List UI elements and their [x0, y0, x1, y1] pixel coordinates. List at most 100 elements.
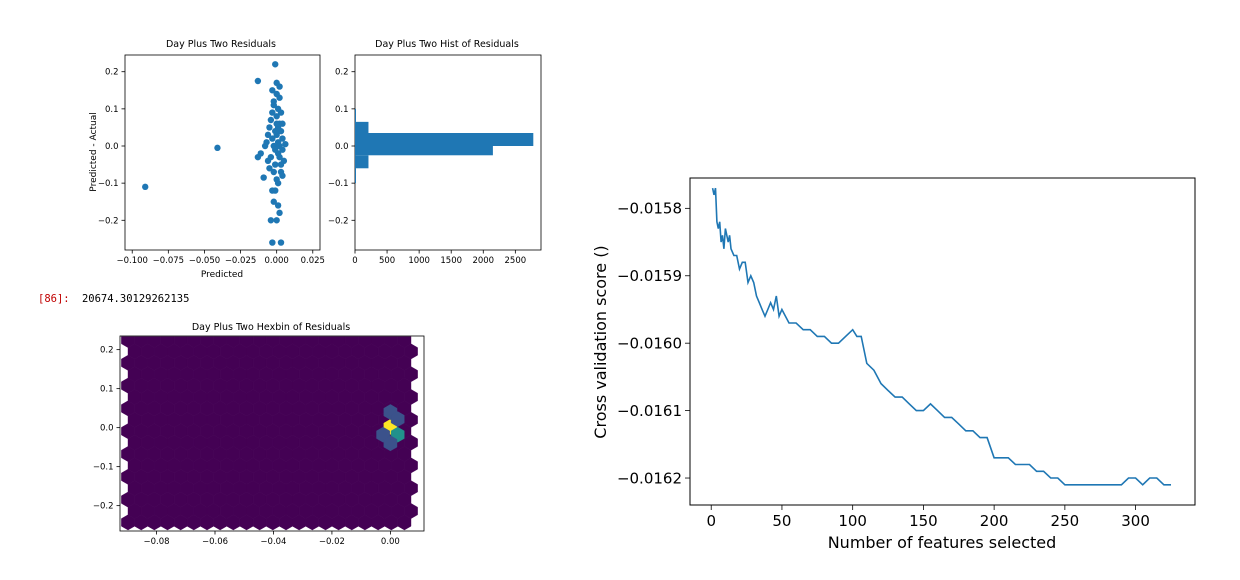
hist-x-ticks: 0 500 1000 1500 2000 2500: [352, 250, 526, 266]
cv-y-label: Cross validation score (): [591, 245, 610, 438]
scatter-point: [276, 209, 283, 217]
scatter-point: [267, 116, 275, 124]
scatter-y-tick-label: 0.0: [105, 142, 119, 152]
scatter-x-tick-label: −0.050: [189, 256, 220, 266]
cv-x-ticks: 0 50 100 150 200 250 300: [706, 505, 1150, 530]
cv-y-tick-label: −0.0159: [617, 267, 682, 285]
scatter-point: [274, 179, 282, 187]
scatter-y-tick-label: −0.2: [98, 216, 119, 226]
scatter-point: [260, 174, 267, 181]
scatter-point: [277, 239, 285, 246]
left-figures: Day Plus Two Residuals −0.100 −0.075 −0.05…: [38, 39, 542, 547]
scatter-y-tick-label: 0.2: [105, 68, 119, 78]
scatter-x-tick-label: −0.100: [116, 256, 147, 266]
scatter-point: [270, 168, 277, 176]
hexbin-x-tick-label: −0.06: [202, 537, 228, 547]
scatter-point: [269, 135, 276, 142]
cell-output: [86]: 20674.30129262135: [38, 293, 189, 305]
cv-x-tick-label: 200: [980, 512, 1009, 530]
scatter-x-tick-label: −0.025: [225, 256, 256, 266]
hexbin-x-tick-label: −0.04: [260, 537, 286, 547]
scatter-point: [267, 217, 275, 224]
scatter-point: [263, 139, 270, 146]
hist-y-tick-label: 0.1: [335, 105, 349, 115]
hist-x-tick-label: 1000: [408, 256, 430, 266]
scatter-point: [269, 87, 276, 94]
scatter-point: [272, 146, 279, 153]
hist-bar: [355, 168, 356, 184]
scatter-point: [214, 144, 221, 152]
scatter-point: [257, 150, 264, 157]
scatter-y-label: Predicted - Actual: [89, 112, 99, 191]
scatter-point: [269, 109, 276, 116]
hist-x-tick-label: 500: [379, 256, 395, 266]
cv-x-label: Number of features selected: [828, 533, 1057, 552]
hexbin-cells: [376, 404, 405, 452]
scatter-x-ticks: −0.100 −0.075 −0.050 −0.025 0.000 0.025: [116, 250, 325, 266]
hexbin-background-cell: [397, 514, 412, 531]
cv-y-tick-label: −0.0158: [617, 200, 682, 218]
hist-y-tick-label: −0.2: [328, 216, 349, 226]
cv-frame: [689, 177, 1196, 506]
hexbin-y-tick-label: 0.1: [100, 385, 114, 395]
scatter-point: [272, 161, 279, 168]
cv-y-tick-label: −0.0162: [617, 469, 682, 487]
hist-title: Day Plus Two Hist of Residuals: [375, 39, 519, 50]
scatter-point: [264, 131, 272, 139]
hist-bar: [355, 155, 369, 169]
hexbin-background: [121, 336, 418, 531]
hexbin-y-tick-label: 0.0: [100, 424, 114, 434]
output-value: 20674.30129262135: [82, 293, 189, 305]
scatter-point: [272, 127, 279, 135]
hist-bars: [355, 108, 534, 184]
hexbin-x-tick-label: 0.00: [381, 537, 400, 547]
residuals-hexbin-chart: Day Plus Two Hexbin of Residuals −0.08 −0…: [93, 322, 425, 547]
cv-x-tick-label: 50: [772, 512, 791, 530]
scatter-point: [269, 239, 276, 246]
hist-bar: [355, 121, 369, 133]
cv-x-tick-label: 100: [838, 512, 867, 530]
scatter-x-label: Predicted: [201, 270, 243, 280]
scatter-title: Day Plus Two Residuals: [166, 39, 276, 50]
scatter-point: [274, 202, 282, 209]
hist-x-tick-label: 1500: [440, 256, 462, 266]
hexbin-x-ticks: −0.08 −0.06 −0.04 −0.02 0.00: [144, 531, 400, 547]
hist-y-tick-label: 0.2: [335, 68, 349, 78]
scatter-y-ticks: −0.2 −0.1 0.0 0.1 0.2: [98, 68, 125, 226]
hist-x-tick-label: 0: [352, 256, 357, 266]
hist-x-tick-label: 2000: [472, 256, 494, 266]
hexbin-y-tick-label: −0.2: [93, 502, 114, 512]
scatter-point: [269, 187, 276, 194]
hist-bar: [355, 146, 493, 156]
scatter-point: [270, 198, 277, 205]
scatter-point: [279, 172, 286, 179]
scatter-frame: [124, 54, 321, 251]
scatter-point: [282, 140, 289, 148]
scatter-x-tick-label: −0.075: [153, 256, 184, 266]
right-figure: 0 50 100 150 200 250 300 −0.0162 −0.0161 −0.0160…: [591, 177, 1196, 552]
hist-x-tick-label: 2500: [505, 256, 527, 266]
scatter-x-tick-label: 0.000: [264, 256, 288, 266]
cv-x-tick-label: 0: [706, 512, 716, 530]
scatter-point: [254, 77, 262, 85]
scatter-point: [273, 113, 280, 120]
hexbin-title: Day Plus Two Hexbin of Residuals: [192, 322, 350, 333]
hexbin-y-tick-label: 0.2: [100, 346, 114, 356]
scatter-point: [279, 120, 286, 127]
cv-x-tick-label: 250: [1051, 512, 1080, 530]
hexbin-x-tick-label: −0.02: [319, 537, 345, 547]
cv-x-tick-label: 300: [1121, 512, 1150, 530]
hist-bar: [355, 133, 534, 146]
hist-y-ticks: −0.2 −0.1 0.0 0.1 0.2: [328, 68, 355, 226]
scatter-point: [142, 183, 149, 191]
scatter-point: [273, 90, 280, 98]
hist-y-tick-label: 0.0: [335, 142, 349, 152]
scatter-point: [276, 83, 283, 90]
cv-y-ticks: −0.0162 −0.0161 −0.0160 −0.0159 −0.0158: [617, 200, 690, 487]
scatter-y-tick-label: 0.1: [105, 105, 119, 115]
scatter-point: [267, 153, 275, 161]
scatter-point: [273, 120, 280, 127]
scatter-point: [272, 61, 279, 68]
scatter-y-tick-label: −0.1: [98, 179, 119, 189]
hexbin-y-tick-label: −0.1: [93, 463, 114, 473]
